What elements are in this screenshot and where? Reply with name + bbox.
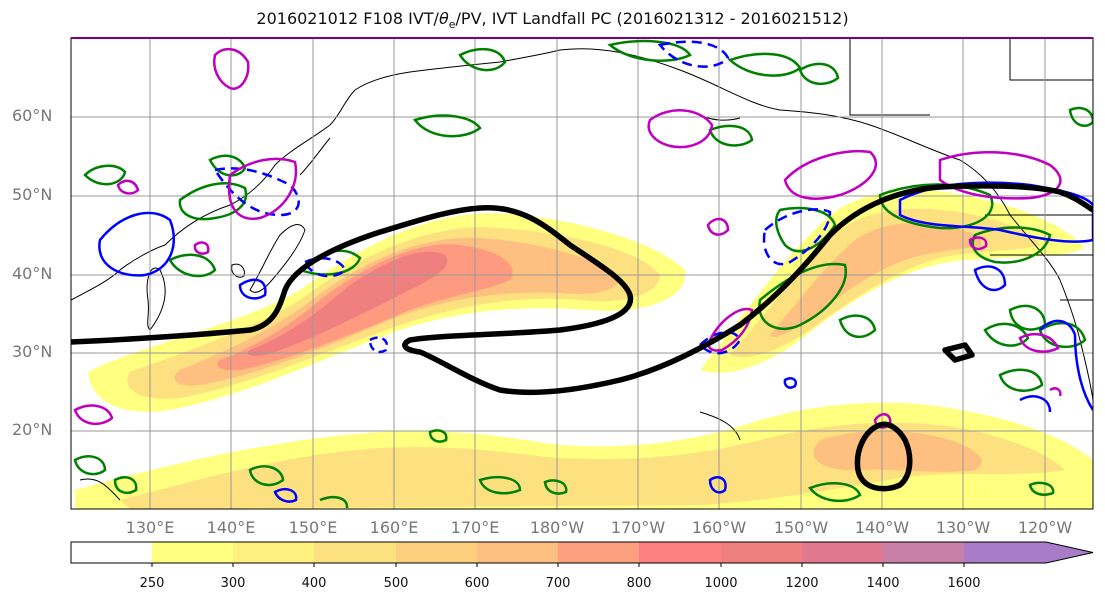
lat-label-50n: 50°N [12, 185, 53, 204]
colorbar-label-600: 600 [464, 576, 490, 591]
colorbar-segment-11 [964, 542, 1046, 563]
lon-label-160e: 160°E [369, 518, 419, 537]
lon-label-140w: 140°W [854, 518, 910, 537]
lon-label-120w: 120°W [1017, 518, 1073, 537]
colorbar-segment-4 [396, 542, 477, 563]
pv-contours [73, 39, 1093, 509]
lon-label-150w: 150°W [773, 518, 829, 537]
map-title: 2016021012 F108 IVT/θe/PV, IVT Landfall … [256, 9, 849, 32]
colorbar-frame [70, 541, 1094, 564]
colorbar-label-400: 400 [301, 576, 327, 591]
lon-label-160w: 160°W [691, 518, 747, 537]
colorbar-segment-8 [721, 542, 802, 563]
colorbar-segment-5 [477, 542, 558, 563]
colorbar-segment-7 [639, 542, 721, 563]
colorbar-segment-6 [558, 542, 639, 563]
colorbar-segment-3 [314, 542, 396, 563]
colorbar-label-800: 800 [626, 576, 652, 591]
lat-label-60n: 60°N [12, 106, 53, 125]
colorbar-label-1600: 1600 [947, 576, 981, 591]
colorbar-label-1400: 1400 [866, 576, 900, 591]
colorbar-label-300: 300 [220, 576, 246, 591]
lon-label-140e: 140°E [206, 518, 256, 537]
lon-label-130e: 130°E [125, 518, 175, 537]
colorbar-label-1200: 1200 [785, 576, 819, 591]
colorbar-label-250: 250 [139, 576, 165, 591]
colorbar-extend-arrow [1046, 542, 1093, 563]
lon-label-150e: 150°E [288, 518, 338, 537]
colorbar [70, 541, 1094, 567]
lat-label-40n: 40°N [12, 264, 53, 283]
colorbar-segment-9 [802, 542, 883, 563]
colorbar-label-700: 700 [545, 576, 571, 591]
lon-label-170e: 170°E [450, 518, 500, 537]
lon-label-170w: 170°W [610, 518, 666, 537]
lat-label-30n: 30°N [12, 342, 53, 361]
magenta-contours [73, 47, 1062, 429]
colorbar-segment-1 [152, 542, 233, 563]
colorbar-segment-2 [233, 542, 314, 563]
colorbar-label-500: 500 [383, 576, 409, 591]
lon-label-180w: 180°W [529, 518, 585, 537]
thick-contour-line [71, 183, 1093, 492]
lat-label-20n: 20°N [12, 420, 53, 439]
colorbar-label-1000: 1000 [704, 576, 738, 591]
lon-label-130w: 130°W [935, 518, 991, 537]
colorbar-segment-0 [71, 542, 152, 563]
colorbar-segment-10 [883, 542, 964, 563]
